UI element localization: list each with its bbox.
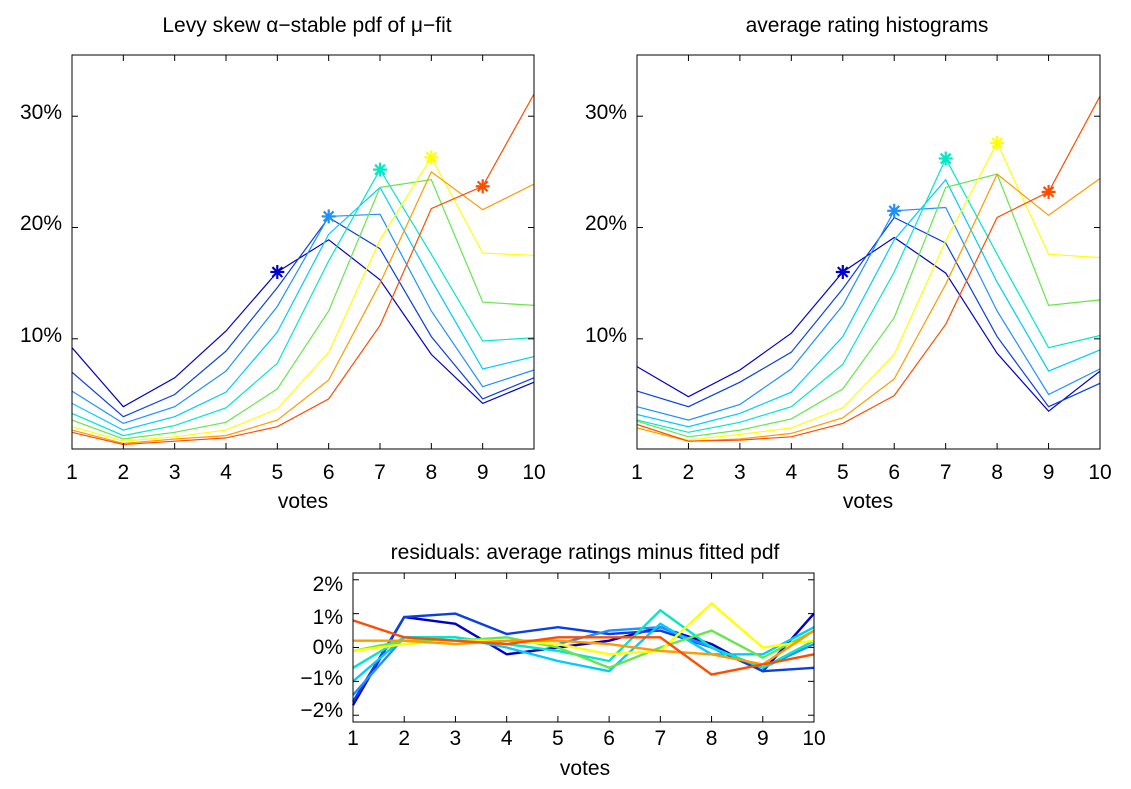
series-line-2-3 xyxy=(636,206,1101,421)
axes-box-2 xyxy=(636,54,1101,450)
panel-1-xtick: 9 xyxy=(477,461,489,484)
panel-3-title: residuals: average ratings minus fitted … xyxy=(391,541,780,564)
panel-2-xtick: 8 xyxy=(991,461,1003,484)
panel-3-xtick: 6 xyxy=(603,727,615,750)
series-line-2-9 xyxy=(636,95,1101,442)
panel-3-ytick: 1% xyxy=(313,606,343,629)
panel-1-xtick: 10 xyxy=(522,461,545,484)
peak-marker xyxy=(835,265,850,279)
panel-3-xtick: 4 xyxy=(501,727,513,750)
series-line-2-1 xyxy=(636,236,1101,413)
panel-3-xtick: 5 xyxy=(552,727,564,750)
peak-marker xyxy=(990,135,1005,150)
series-line-1-3 xyxy=(71,213,535,425)
panel-1-xtick: 7 xyxy=(374,461,386,484)
panel-2-xlabel: votes xyxy=(843,490,893,513)
peak-marker xyxy=(1041,184,1056,199)
series-line-3-5 xyxy=(352,608,815,670)
panel-1-xtick: 4 xyxy=(220,461,232,484)
peak-marker xyxy=(424,150,439,165)
peak-marker xyxy=(475,179,490,194)
panel-2-xtick: 3 xyxy=(734,461,746,484)
series-line-2-6 xyxy=(636,173,1101,438)
panel-2-xtick: 2 xyxy=(683,461,695,484)
series-line-1-1 xyxy=(71,239,535,408)
panel-3-xtick: 2 xyxy=(398,727,410,750)
panel-3-xtick: 8 xyxy=(706,727,718,750)
panel-1-xtick: 3 xyxy=(169,461,181,484)
series-line-3-6 xyxy=(352,629,815,670)
panel-2-xtick: 6 xyxy=(888,461,900,484)
series-line-1-7 xyxy=(71,156,535,442)
series-line-1-9 xyxy=(71,93,535,446)
panel-2-ytick: 30% xyxy=(585,101,627,124)
axes-box-1 xyxy=(71,54,535,450)
peak-marker xyxy=(270,265,285,279)
peak-marker xyxy=(887,203,902,218)
series-line-1-6 xyxy=(71,179,535,440)
panel-1-ytick: 30% xyxy=(20,101,62,124)
series-line-2-5 xyxy=(636,157,1101,433)
panel-1-xlabel: votes xyxy=(278,490,328,513)
panel-2-title: average rating histograms xyxy=(746,14,989,37)
panel-2-ytick: 10% xyxy=(585,324,627,347)
panel-2-xtick: 9 xyxy=(1043,461,1055,484)
panel-2-xtick: 10 xyxy=(1088,461,1111,484)
series-line-3-9 xyxy=(352,619,815,676)
panel-rating-histograms: average rating histograms 10% 20% 30% 1 … xyxy=(585,14,1112,513)
panel-residuals: residuals: average ratings minus fitted … xyxy=(300,541,825,780)
panel-3-ytick: 0% xyxy=(313,636,343,659)
panel-3-xtick: 1 xyxy=(347,727,359,750)
panel-2-xtick: 7 xyxy=(940,461,952,484)
panel-3-xlabel: votes xyxy=(560,757,610,780)
panel-3-xtick: 10 xyxy=(802,727,825,750)
series-line-3-8 xyxy=(353,629,815,666)
panel-1-xtick: 2 xyxy=(117,461,129,484)
panel-1-xtick: 1 xyxy=(66,461,78,484)
panel-2-xtick: 1 xyxy=(631,461,643,484)
panel-3-ytick: 2% xyxy=(313,573,343,596)
peak-marker xyxy=(321,209,336,224)
series-line-1-5 xyxy=(71,168,535,437)
panel-2-ytick: 20% xyxy=(585,212,627,235)
panel-1-ytick: 20% xyxy=(20,212,62,235)
panel-2-xtick: 4 xyxy=(785,461,797,484)
panel-3-xtick: 9 xyxy=(757,727,769,750)
series-line-2-7 xyxy=(636,141,1101,441)
peak-marker xyxy=(373,162,387,177)
panel-1-title: Levy skew α−stable pdf of μ−fit xyxy=(162,14,451,37)
peak-marker xyxy=(938,151,953,166)
panel-1-xtick: 6 xyxy=(323,461,335,484)
panel-1-xtick: 8 xyxy=(425,461,437,484)
panel-2-xtick: 5 xyxy=(837,461,849,484)
panel-3-xtick: 3 xyxy=(450,727,462,750)
series-line-2-2 xyxy=(636,216,1101,408)
series-line-1-4 xyxy=(71,186,535,431)
series-line-1-8 xyxy=(71,170,535,445)
panel-1-xtick: 5 xyxy=(271,461,283,484)
panel-3-ytick: −1% xyxy=(300,667,343,690)
series-line-2-4 xyxy=(636,178,1101,428)
panel-3-ytick: −2% xyxy=(300,699,343,722)
panel-3-xtick: 7 xyxy=(654,727,666,750)
panel-1-ytick: 10% xyxy=(20,324,62,347)
series-line-1-2 xyxy=(71,216,535,418)
panel-fitted-pdf: Levy skew α−stable pdf of μ−fit 10% 20% … xyxy=(20,14,546,513)
